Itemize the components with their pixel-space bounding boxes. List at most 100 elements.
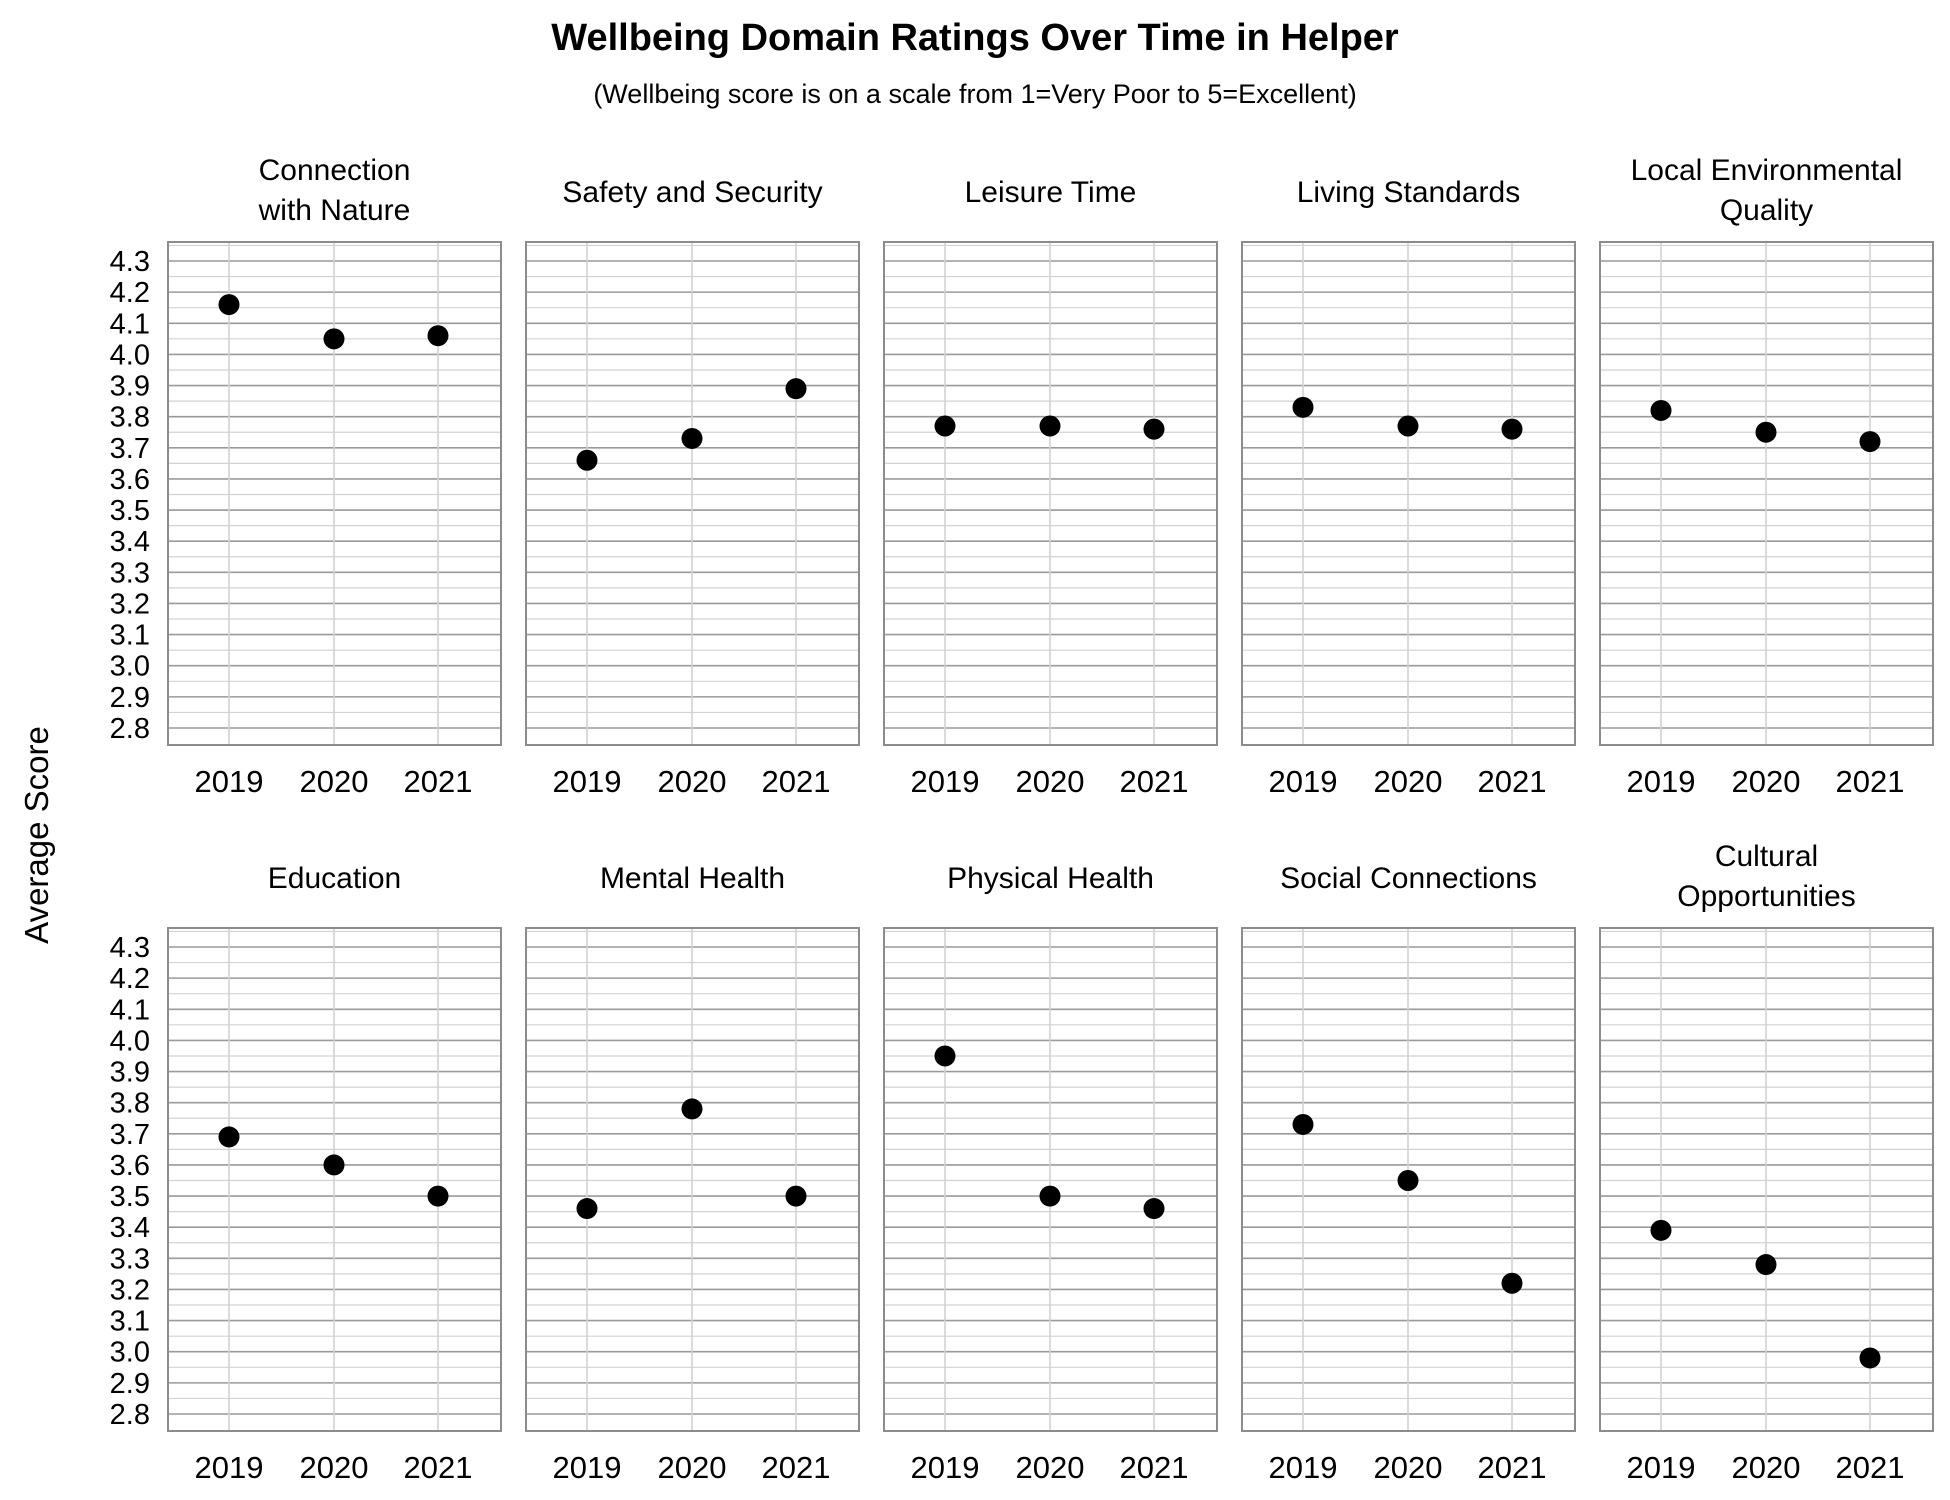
panel-border — [1241, 241, 1576, 746]
facet-title: Quality — [1720, 194, 1813, 227]
data-point — [681, 1098, 703, 1120]
panel-border — [167, 241, 502, 746]
y-tick-label: 3.6 — [110, 464, 150, 496]
y-tick-label: 2.9 — [110, 1368, 150, 1400]
y-tick-label: 4.3 — [110, 246, 150, 278]
x-tick-label: 2021 — [762, 1450, 831, 1485]
facet-title: Safety and Security — [562, 176, 822, 209]
data-point — [1143, 1198, 1165, 1220]
x-tick-label: 2020 — [1374, 1450, 1443, 1485]
data-point — [323, 1154, 345, 1176]
x-tick-label: 2020 — [658, 1450, 727, 1485]
panel-border — [1599, 241, 1934, 746]
facet-title: Opportunities — [1677, 880, 1855, 913]
facet-title: Living Standards — [1297, 176, 1520, 209]
y-tick-label: 3.0 — [110, 1337, 150, 1369]
x-tick-label: 2021 — [1120, 764, 1189, 799]
data-point — [681, 427, 703, 449]
data-point — [576, 449, 598, 471]
data-point — [1755, 421, 1777, 443]
y-tick-label: 3.2 — [110, 1274, 150, 1306]
x-tick-label: 2021 — [404, 1450, 473, 1485]
data-point — [1501, 418, 1523, 440]
data-point — [785, 1185, 807, 1207]
data-point — [1650, 399, 1672, 421]
facet-panel: Safety and Security 2019 2020 2021 — [525, 176, 860, 799]
data-point — [1143, 418, 1165, 440]
x-tick-label: 2019 — [911, 764, 980, 799]
facet-panel: Local Environmental Quality 2019 2020 2021 — [1599, 154, 1934, 799]
facet-title: Social Connections — [1280, 862, 1537, 895]
panel-border — [1241, 927, 1576, 1432]
panel-border — [525, 241, 860, 746]
data-point — [785, 378, 807, 400]
data-point — [934, 415, 956, 437]
x-tick-label: 2020 — [300, 764, 369, 799]
data-point — [1859, 1347, 1881, 1369]
facet-title: Connection — [259, 154, 411, 187]
x-tick-label: 2019 — [195, 764, 264, 799]
y-tick-label: 4.0 — [110, 339, 150, 371]
facet-panel: Education2.82.93.03.13.23.33.43.53.63.73… — [110, 862, 502, 1485]
y-tick-label: 3.1 — [110, 1306, 150, 1338]
x-tick-label: 2021 — [1478, 764, 1547, 799]
panel-border — [883, 241, 1218, 746]
x-tick-label: 2020 — [1016, 1450, 1085, 1485]
y-tick-label: 3.1 — [110, 620, 150, 652]
y-tick-label: 3.0 — [110, 651, 150, 683]
x-tick-label: 2021 — [404, 764, 473, 799]
chart-title: Wellbeing Domain Ratings Over Time in He… — [551, 17, 1399, 59]
x-tick-label: 2020 — [300, 1450, 369, 1485]
x-tick-label: 2021 — [1120, 1450, 1189, 1485]
data-point — [934, 1045, 956, 1067]
y-tick-label: 3.7 — [110, 1119, 150, 1151]
y-tick-label: 3.9 — [110, 371, 150, 403]
x-tick-label: 2020 — [658, 764, 727, 799]
y-axis-label: Average Score — [18, 726, 55, 944]
facet-panel: Mental Health 2019 2020 2021 — [525, 862, 860, 1485]
x-tick-label: 2020 — [1374, 764, 1443, 799]
facet-panel: Cultural Opportunities 2019 2020 2021 — [1599, 840, 1934, 1485]
data-point — [323, 328, 345, 350]
data-point — [218, 294, 240, 316]
y-tick-label: 4.3 — [110, 932, 150, 964]
data-point — [1501, 1272, 1523, 1294]
panel-border — [883, 927, 1218, 1432]
y-tick-label: 3.6 — [110, 1150, 150, 1182]
data-point — [1397, 1170, 1419, 1191]
y-tick-label: 3.4 — [110, 1212, 150, 1244]
data-point — [1650, 1219, 1672, 1241]
facet-panel: Leisure Time 2019 2020 2021 — [883, 176, 1218, 799]
facet-panel: Living Standards 2019 2020 2021 — [1241, 176, 1576, 799]
facet-title: Education — [268, 862, 401, 895]
x-tick-label: 2019 — [911, 1450, 980, 1485]
x-tick-label: 2019 — [195, 1450, 264, 1485]
x-tick-label: 2020 — [1016, 764, 1085, 799]
y-tick-label: 3.4 — [110, 526, 150, 558]
y-tick-label: 4.0 — [110, 1025, 150, 1057]
facet-panel: Social Connections 2019 2020 2021 — [1241, 862, 1576, 1485]
facet-title: with Nature — [258, 194, 411, 227]
y-tick-label: 2.8 — [110, 713, 150, 745]
x-tick-label: 2019 — [1627, 764, 1696, 799]
y-tick-label: 3.8 — [110, 402, 150, 434]
data-point — [1039, 415, 1061, 437]
y-tick-label: 3.3 — [110, 1243, 150, 1275]
chart-subtitle: (Wellbeing score is on a scale from 1=Ve… — [593, 79, 1356, 109]
y-tick-label: 4.1 — [110, 994, 150, 1026]
x-tick-label: 2019 — [1627, 1450, 1696, 1485]
x-tick-label: 2020 — [1732, 1450, 1801, 1485]
y-tick-label: 3.7 — [110, 433, 150, 465]
facet-title: Local Environmental — [1631, 154, 1903, 187]
y-tick-label: 3.5 — [110, 495, 150, 527]
x-tick-label: 2020 — [1732, 764, 1801, 799]
facet-title: Mental Health — [600, 862, 785, 895]
x-tick-label: 2019 — [1269, 764, 1338, 799]
x-tick-label: 2019 — [1269, 1450, 1338, 1485]
facet-title: Leisure Time — [965, 176, 1137, 209]
x-tick-label: 2021 — [1836, 764, 1905, 799]
x-tick-label: 2019 — [553, 764, 622, 799]
y-tick-label: 4.2 — [110, 277, 150, 309]
